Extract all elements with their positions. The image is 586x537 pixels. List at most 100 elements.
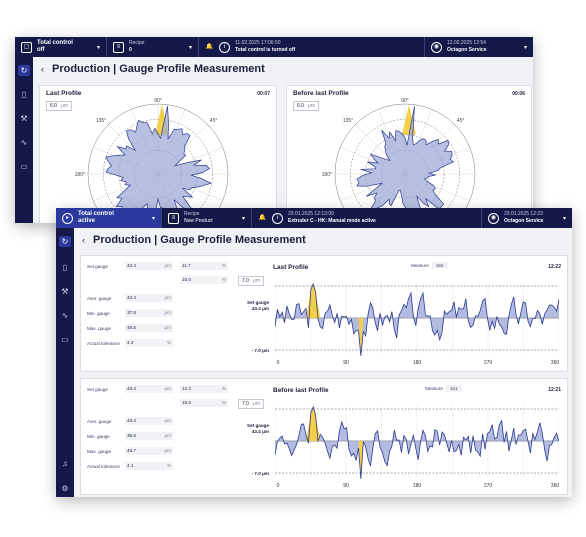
main-content: ‹ Production | Gauge Profile Measurement… [74, 228, 572, 497]
recipe-selector[interactable]: ≡ Recipe New Product ▾ [162, 208, 252, 228]
total-control-toggle[interactable]: ▸ Total control active ▾ [56, 208, 162, 228]
lower-limit-label: - 7.0 μm [251, 348, 269, 353]
back-arrow-icon[interactable]: ‹ [82, 235, 85, 245]
profile-line-chart: 0 90 180 270 360 [275, 405, 559, 489]
polar-panel-last: Last Profile 00:07 6.0 μm 90° 135° 45° 180° [39, 85, 277, 223]
scale-input[interactable]: 7.0 μm [238, 276, 264, 286]
pulse-icon[interactable]: ∿ [61, 311, 69, 320]
top-bar: ▸ Total control active ▾ ≡ Recipe New Pr… [56, 208, 572, 228]
aver-gauge-value: 43.4 μm [125, 417, 173, 425]
info-icon: i [272, 212, 283, 224]
scale-input[interactable]: 6.0 μm [46, 101, 72, 111]
x-tick-label: 180 [413, 483, 422, 489]
profile-area [275, 284, 559, 356]
recipe-selector[interactable]: ≡ Recipe 0 ▾ [107, 37, 199, 57]
scale-input[interactable]: 7.0 μm [238, 399, 264, 409]
bell-icon: 🔔 [258, 214, 267, 221]
polar-profile [356, 106, 455, 220]
chevron-down-icon: ▾ [241, 215, 245, 222]
tolerance-top-value: 11.7% [180, 262, 228, 270]
tolerance-top-value: 12.2% [180, 385, 228, 393]
control-label: Total control [37, 40, 73, 46]
top-bar: ▢ Total control off ▾ ≡ Recipe 0 ▾ 🔔 i 1… [15, 37, 533, 57]
lower-limit-label: - 7.0 μm [251, 471, 269, 476]
actual-tolerance-label: Actual tolerance [87, 341, 120, 346]
x-tick-label: 270 [484, 360, 493, 366]
wrench-icon[interactable]: ⚒ [20, 114, 28, 123]
panel-title: Before last Profile [293, 90, 349, 97]
polar-angle-label: 135° [96, 118, 106, 124]
panel-title: Last Profile [46, 90, 82, 97]
x-tick-label: 360 [551, 360, 559, 366]
set-gauge-value: 43.4 μm [125, 385, 173, 393]
front-window: ▸ Total control active ▾ ≡ Recipe New Pr… [56, 208, 572, 497]
document-icon[interactable]: ▯ [21, 90, 27, 99]
chevron-down-icon: ▾ [523, 44, 527, 51]
bell-icon: 🔔 [205, 43, 214, 50]
measure-counter: Measure 162 [411, 262, 448, 269]
polar-chart: 90° 135° 45° 180° [322, 98, 476, 223]
user-time: 29.01.2025 12:23 [504, 211, 543, 217]
page-title: Production | Gauge Profile Measurement [52, 63, 265, 75]
chevron-down-icon: ▾ [188, 44, 192, 51]
user-menu[interactable]: ◉ 12.02.2025 12:54 Octagon Service ▾ [425, 37, 533, 57]
control-state: active [78, 218, 96, 224]
scale-unit: μm [60, 103, 68, 109]
back-arrow-icon[interactable]: ‹ [41, 64, 44, 74]
polar-angle-label: 45° [210, 118, 218, 124]
user-name: Octagon Service [447, 47, 487, 53]
pulse-icon[interactable]: ∿ [20, 138, 28, 147]
profile-line [275, 405, 559, 480]
gear-icon[interactable]: ⚙ [61, 484, 69, 493]
scale-value: 6.0 [297, 103, 304, 109]
main-content: ‹ Production | Gauge Profile Measurement… [33, 57, 533, 223]
chart-title: Last Profile [273, 264, 309, 271]
total-control-toggle[interactable]: ▢ Total control off ▾ [15, 37, 107, 57]
info-icon: i [219, 41, 230, 53]
dip-highlight [358, 318, 364, 356]
set-gauge-label: Set gauge [87, 264, 108, 269]
polar-chart: 90° 135° 45° 180° [75, 98, 229, 223]
aver-gauge-value: 43.4 μm [125, 294, 173, 302]
x-tick-label: 90 [343, 360, 349, 366]
recipe-label: Recipe [184, 211, 200, 217]
x-tick-label: 270 [484, 483, 493, 489]
clipboard-icon[interactable]: ▭ [61, 335, 69, 344]
wrench-icon[interactable]: ⚒ [61, 287, 69, 296]
dip-highlight [358, 441, 364, 479]
x-tick-label: 0 [277, 360, 280, 366]
max-gauge-value: 48.7 μm [125, 447, 173, 455]
play-icon: ▸ [62, 212, 73, 224]
notification-area[interactable]: 🔔 i 29.01.2025 12:13:00 Extruder C - HK:… [252, 208, 482, 228]
bell-icon[interactable]: ♫ [62, 459, 68, 468]
document-icon[interactable]: ▯ [62, 263, 68, 272]
x-tick-label: 360 [551, 483, 559, 489]
polar-angle-label: 90° [401, 98, 409, 104]
chevron-down-icon: ▾ [562, 215, 566, 222]
notification-area[interactable]: 🔔 i 11.02.2025 17:06:50 Total control is… [199, 37, 425, 57]
chart-time: 12:22 [548, 264, 561, 270]
panel-time: 00:07 [257, 91, 270, 97]
notification-time: 11.02.2025 17:06:50 [235, 40, 281, 46]
control-icon: ▢ [21, 41, 32, 53]
x-tick-label: 180 [413, 360, 422, 366]
recipe-icon: ≡ [113, 41, 124, 53]
chart-title: Before last Profile [273, 387, 329, 394]
user-time: 12.02.2025 12:54 [447, 40, 486, 46]
polar-panel-before-last: Before last Profile 00:06 6.0 μm 90° 135° 4… [286, 85, 532, 223]
refresh-icon[interactable]: ↻ [59, 236, 71, 247]
refresh-icon[interactable]: ↻ [18, 65, 30, 76]
notification-text: Total control is turned off [235, 47, 296, 53]
user-menu[interactable]: ◉ 29.01.2025 12:23 Octagon Service ▾ [482, 208, 572, 228]
min-gauge-label: Min. gauge [87, 434, 110, 439]
scale-input[interactable]: 6.0 μm [293, 101, 319, 111]
measure-counter: Measure 161 [425, 385, 462, 392]
clipboard-icon[interactable]: ▭ [20, 162, 28, 171]
aver-gauge-label: Aver. gauge [87, 296, 112, 301]
notification-text: Extruder C - HK: Manual mode active [288, 218, 376, 224]
x-tick-label: 0 [277, 483, 280, 489]
actual-tolerance-label: Actual tolerance [87, 464, 120, 469]
profile-line [275, 282, 559, 357]
min-gauge-value: 37.8 μm [125, 309, 173, 317]
actual-tolerance-value: 4.1% [125, 462, 173, 470]
